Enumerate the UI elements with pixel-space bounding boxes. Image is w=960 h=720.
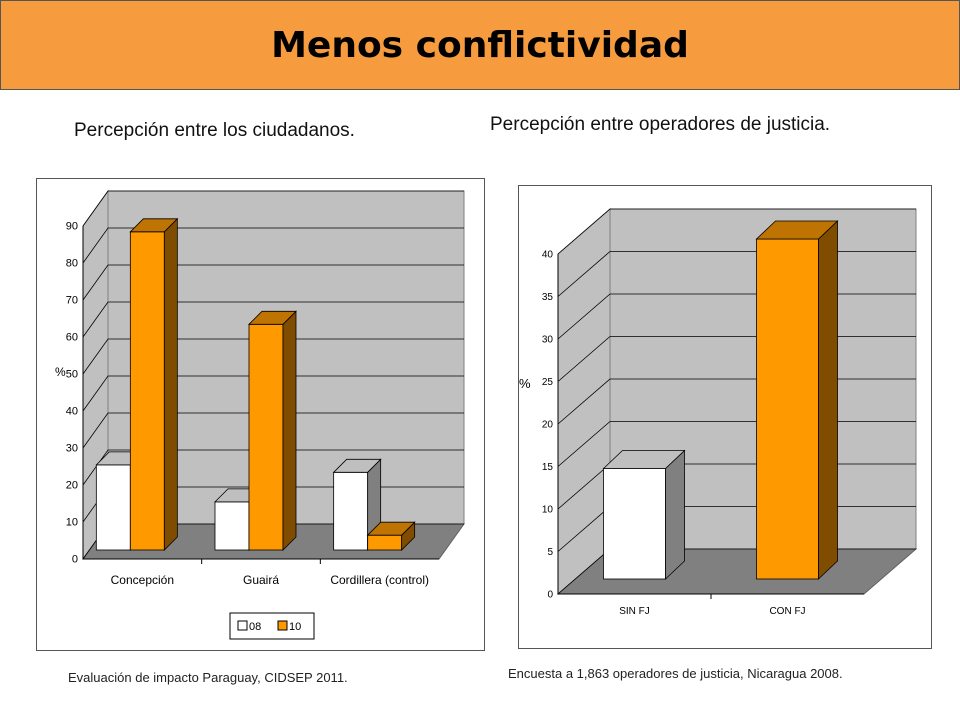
series-10-bar-cordillera-control xyxy=(367,534,403,551)
y-tick-label: 0 xyxy=(72,554,78,566)
gridline xyxy=(82,227,464,264)
bar-con-fj-top xyxy=(755,220,839,240)
bar-con-fj-side xyxy=(818,220,838,580)
series-10-bar-concepci-n-side xyxy=(163,217,178,551)
y-tick-label: 70 xyxy=(66,295,78,307)
bar-sin-fj-top xyxy=(602,450,686,469)
y-tick-label: 40 xyxy=(542,250,554,261)
title-banner: Menos conflictividad xyxy=(0,0,960,90)
gridline xyxy=(557,208,916,255)
series-08-bar-cordillera-control-top xyxy=(332,458,382,473)
y-tick-label: 5 xyxy=(547,547,553,558)
citizens-chart: 0 10 20 30 40 50 60 70 80 90% Concepción Guairá Cord… xyxy=(36,178,485,651)
y-tick-label: 40 xyxy=(66,406,78,418)
x-tick-label: Cordillera (control) xyxy=(330,573,429,587)
y-axis-label: % xyxy=(519,376,531,391)
legend-label-10: 10 xyxy=(289,621,301,633)
y-tick-label: 90 xyxy=(66,221,78,233)
gridline xyxy=(82,264,464,301)
y-tick-label: 10 xyxy=(66,517,78,529)
operators-chart: 0 5 10 15 20 25 30 35 40% SIN FJ CON FJ xyxy=(518,185,932,649)
x-tick-label: Concepción xyxy=(111,573,174,587)
gridline xyxy=(82,412,464,449)
bar-sin-fj xyxy=(603,468,666,580)
gridline xyxy=(82,375,464,412)
right-chart-title: Percepción entre operadores de justicia. xyxy=(490,114,831,135)
series-10-bar-concepci-n-top xyxy=(129,218,179,233)
y-tick-label: 20 xyxy=(542,420,554,431)
bar-con-fj xyxy=(756,238,819,580)
operators-bar-chart: 0 5 10 15 20 25 30 35 40% SIN FJ CON FJ xyxy=(519,207,918,617)
y-tick-label: 25 xyxy=(542,377,554,388)
x-tick-label: SIN FJ xyxy=(619,606,650,617)
y-tick-label: 35 xyxy=(542,292,554,303)
left-chart-source: Evaluación de impacto Paraguay, CIDSEP 2… xyxy=(68,670,348,685)
y-tick-label: 10 xyxy=(542,505,554,516)
legend-swatch-08 xyxy=(237,620,248,631)
gridline xyxy=(82,190,464,227)
series-10-bar-guair xyxy=(248,323,284,551)
y-tick-label: 20 xyxy=(66,480,78,492)
y-tick-label: 0 xyxy=(547,590,553,601)
y-tick-label: 15 xyxy=(542,462,554,473)
gridline xyxy=(82,338,464,375)
series-08-bar-concepci-n xyxy=(95,464,131,551)
y-tick-label: 30 xyxy=(66,443,78,455)
y-tick-label: 30 xyxy=(542,335,554,346)
y-axis-label: % xyxy=(55,365,66,379)
series-10-bar-guair-top xyxy=(248,310,297,325)
left-chart-title: Percepción entre los ciudadanos. xyxy=(74,120,355,141)
x-tick-label: Guairá xyxy=(243,573,279,587)
citizens-bar-chart: 0 10 20 30 40 50 60 70 80 90% Concepción Guairá Cord… xyxy=(55,189,465,640)
legend-label-08: 08 xyxy=(249,621,261,633)
series-08-bar-guair xyxy=(214,501,250,551)
y-tick-label: 80 xyxy=(66,258,78,270)
gridline xyxy=(82,449,464,486)
right-chart-source: Encuesta a 1,863 operadores de justicia,… xyxy=(508,666,843,681)
x-tick-label: CON FJ xyxy=(769,606,805,617)
series-10-bar-cordillera-control-top xyxy=(366,521,416,536)
series-10-bar-concepci-n xyxy=(129,231,165,551)
series-08-bar-cordillera-control xyxy=(333,471,369,551)
y-tick-label: 60 xyxy=(66,332,78,344)
bar-sin-fj-side xyxy=(665,449,685,580)
gridline xyxy=(82,301,464,338)
legend-swatch-10 xyxy=(277,620,288,631)
series-10-bar-guair-side xyxy=(282,310,297,551)
page-title: Menos conflictividad xyxy=(271,24,689,66)
y-tick-label: 50 xyxy=(66,369,78,381)
